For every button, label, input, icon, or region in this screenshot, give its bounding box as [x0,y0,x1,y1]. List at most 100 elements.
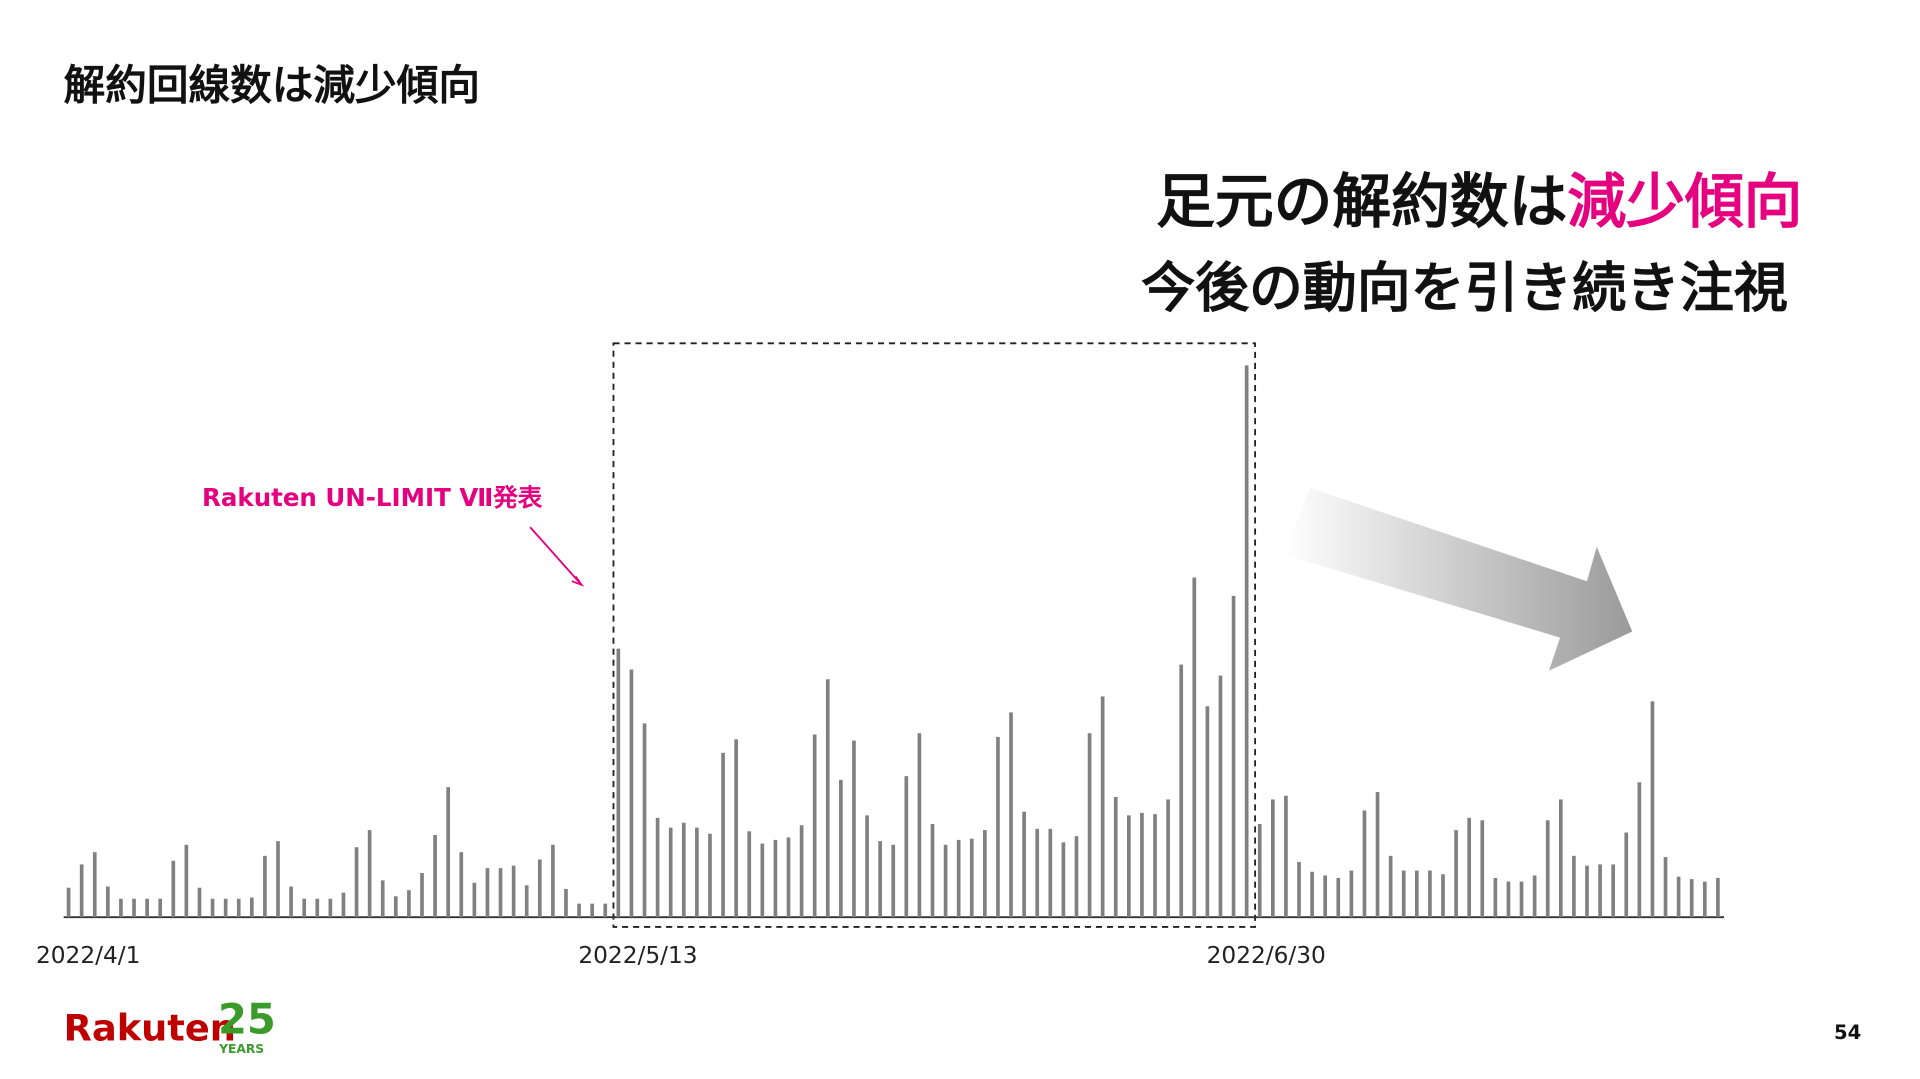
bar [564,888,568,918]
bar [407,890,411,918]
bar [1257,823,1262,918]
bar [760,843,765,918]
bar [498,868,503,918]
bar [315,898,320,918]
bar [1401,870,1406,918]
bar [1022,811,1026,918]
bar [616,648,621,918]
bar [263,855,267,918]
annotation-arrowhead [571,575,585,587]
bar [276,841,280,918]
bar [249,897,254,918]
bar [446,787,451,918]
bar [1349,870,1354,918]
x-tick-label: 2022/5/13 [578,942,697,969]
bar [865,815,869,918]
bar [956,839,961,918]
bar [1113,796,1118,918]
bar [354,847,359,918]
bar [655,817,660,918]
bar [1611,864,1616,918]
bar [367,830,372,918]
bar [1572,855,1576,918]
subheadline: 今後の動向を引き続き注視 [1141,256,1788,319]
bar [904,776,909,918]
bar [459,852,464,918]
annotation: Rakuten UN-LIMIT Ⅶ発表 [202,483,543,512]
bar [433,834,437,918]
bar [708,833,712,918]
bar [1048,828,1053,918]
bar [197,887,202,918]
bar [786,837,791,918]
bar [629,669,634,918]
bar [1231,595,1236,918]
bar [537,859,542,918]
bar [1362,810,1367,918]
logo-years: YEARS [218,1042,264,1056]
bar [668,827,673,918]
bar [1676,876,1681,918]
headline-highlight: 減少傾向 [1567,167,1802,236]
headline: 足元の解約数は減少傾向 [1156,167,1802,236]
bar [236,898,241,918]
bar [511,865,516,918]
bar [485,868,490,918]
bar [132,898,136,918]
bar [119,898,123,918]
trend-arrow [1283,488,1633,671]
bar [158,898,163,918]
headline-part: 足元の解約数は [1156,167,1567,236]
bar [773,839,778,918]
bar [1192,577,1197,918]
bar [92,852,97,918]
bar [1428,870,1432,918]
bar [472,882,477,918]
bar [839,779,843,918]
bar [681,822,686,918]
slide-title: 解約回線数は減少傾向 [64,60,480,109]
bar [891,844,896,918]
bar [1650,701,1655,918]
bar [420,873,424,918]
bar [106,886,110,918]
bar [1074,836,1079,918]
bar [223,898,228,918]
bar [577,903,581,918]
bar [1310,871,1314,918]
bar [1663,857,1668,918]
bar [1454,830,1458,918]
bar [1467,817,1472,918]
bar [1388,855,1393,918]
bar [1585,865,1589,918]
bar [1153,814,1157,918]
page-number: 54 [1834,1021,1861,1044]
bar [1506,881,1511,918]
bar [1035,828,1040,918]
bar [1493,877,1498,918]
bar [1558,799,1563,918]
bar [1127,815,1131,918]
highlight-box [612,342,1257,928]
bar [145,898,149,918]
bar [289,886,293,918]
bar [1336,877,1341,918]
bar [1480,820,1485,918]
bar [695,827,699,918]
bar [590,903,594,918]
bar [1179,664,1184,918]
bar [1545,820,1550,918]
bar [380,880,385,918]
bar [1441,874,1445,918]
bar [825,679,830,918]
bar [1716,877,1720,918]
bar [1323,875,1328,918]
bar [996,736,1000,918]
bar [969,838,974,918]
bar [721,752,725,918]
bar [1218,675,1223,918]
bar [1519,881,1524,918]
bar [1140,812,1144,918]
bar [79,864,84,918]
